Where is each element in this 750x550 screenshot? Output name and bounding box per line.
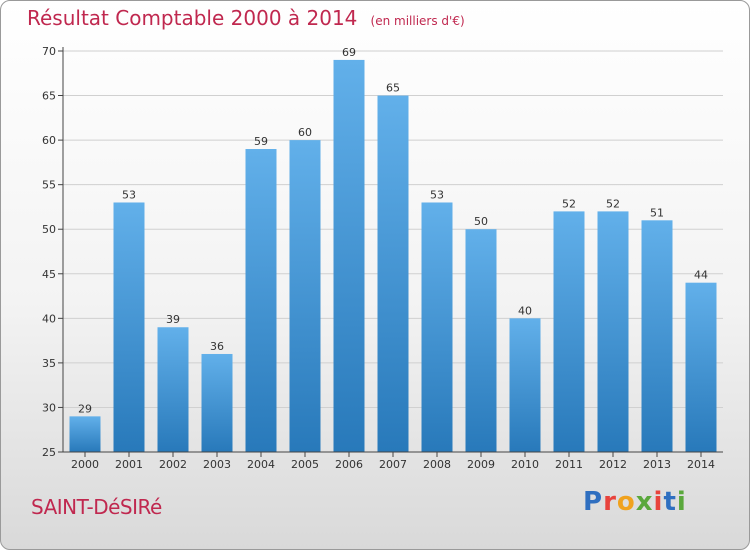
x-tick-label: 2014	[687, 458, 715, 471]
chart-title-block: Résultat Comptable 2000 à 2014 (en milli…	[27, 6, 465, 30]
data-label: 52	[562, 197, 576, 210]
y-tick-label: 65	[42, 90, 56, 103]
y-tick-label: 45	[42, 268, 56, 281]
data-label: 65	[386, 82, 400, 95]
x-tick-label: 2004	[247, 458, 275, 471]
y-tick-label: 30	[42, 401, 56, 414]
data-label: 51	[650, 206, 664, 219]
x-tick-label: 2006	[335, 458, 363, 471]
data-label: 29	[78, 402, 92, 415]
y-tick-label: 55	[42, 179, 56, 192]
y-tick-label: 50	[42, 223, 56, 236]
data-label: 50	[474, 215, 488, 228]
bar	[597, 211, 629, 452]
x-tick-label: 2007	[379, 458, 407, 471]
data-label: 60	[298, 126, 312, 139]
commune-name: SAINT-DéSIRé	[31, 495, 162, 519]
data-label: 40	[518, 304, 532, 317]
logo-letter: t	[663, 487, 677, 517]
data-label: 69	[342, 46, 356, 59]
x-tick-label: 2011	[555, 458, 583, 471]
bar	[377, 95, 409, 453]
y-tick-label: 60	[42, 134, 56, 147]
bar	[113, 202, 145, 452]
data-label: 44	[694, 269, 708, 282]
bar	[333, 59, 365, 453]
bar	[465, 229, 497, 452]
x-tick-label: 2012	[599, 458, 627, 471]
bar	[553, 211, 585, 452]
data-label: 39	[166, 313, 180, 326]
chart-subtitle: (en milliers d'€)	[370, 14, 465, 28]
bar	[69, 416, 101, 452]
x-tick-label: 2001	[115, 458, 143, 471]
logo-letter: i	[653, 487, 664, 517]
y-tick-label: 35	[42, 357, 56, 370]
x-tick-label: 2003	[203, 458, 231, 471]
logo-letter: x	[635, 487, 654, 517]
bar	[685, 282, 717, 452]
bar	[509, 318, 541, 452]
bar	[289, 140, 321, 452]
logo-letter: i	[676, 487, 687, 517]
data-label: 53	[122, 188, 136, 201]
x-tick-label: 2000	[71, 458, 99, 471]
bar	[641, 220, 673, 452]
x-tick-label: 2008	[423, 458, 451, 471]
logo-letter: r	[603, 487, 617, 517]
x-tick-label: 2010	[511, 458, 539, 471]
chart-title: Résultat Comptable 2000 à 2014	[27, 6, 358, 30]
bars	[69, 59, 717, 453]
bar	[157, 327, 189, 452]
x-tick-label: 2009	[467, 458, 495, 471]
data-label: 52	[606, 197, 620, 210]
data-label: 59	[254, 135, 268, 148]
logo-letter: P	[583, 487, 604, 517]
x-tick-label: 2005	[291, 458, 319, 471]
bar	[421, 202, 453, 452]
proxiti-logo[interactable]: Proxiti	[583, 487, 687, 517]
x-tick-label: 2013	[643, 458, 671, 471]
axes	[58, 47, 723, 457]
x-tick-label: 2002	[159, 458, 187, 471]
y-tick-label: 70	[42, 45, 56, 58]
bar	[201, 353, 233, 452]
logo-letter: o	[616, 487, 636, 517]
bar	[245, 149, 277, 452]
data-label: 36	[210, 340, 224, 353]
data-label: 53	[430, 188, 444, 201]
labels: 25 30 35 40 45 50 55 60 65 70 29 2000 53 2001 39 2002 36…	[42, 45, 715, 471]
y-tick-label: 25	[42, 446, 56, 459]
y-tick-label: 40	[42, 312, 56, 325]
